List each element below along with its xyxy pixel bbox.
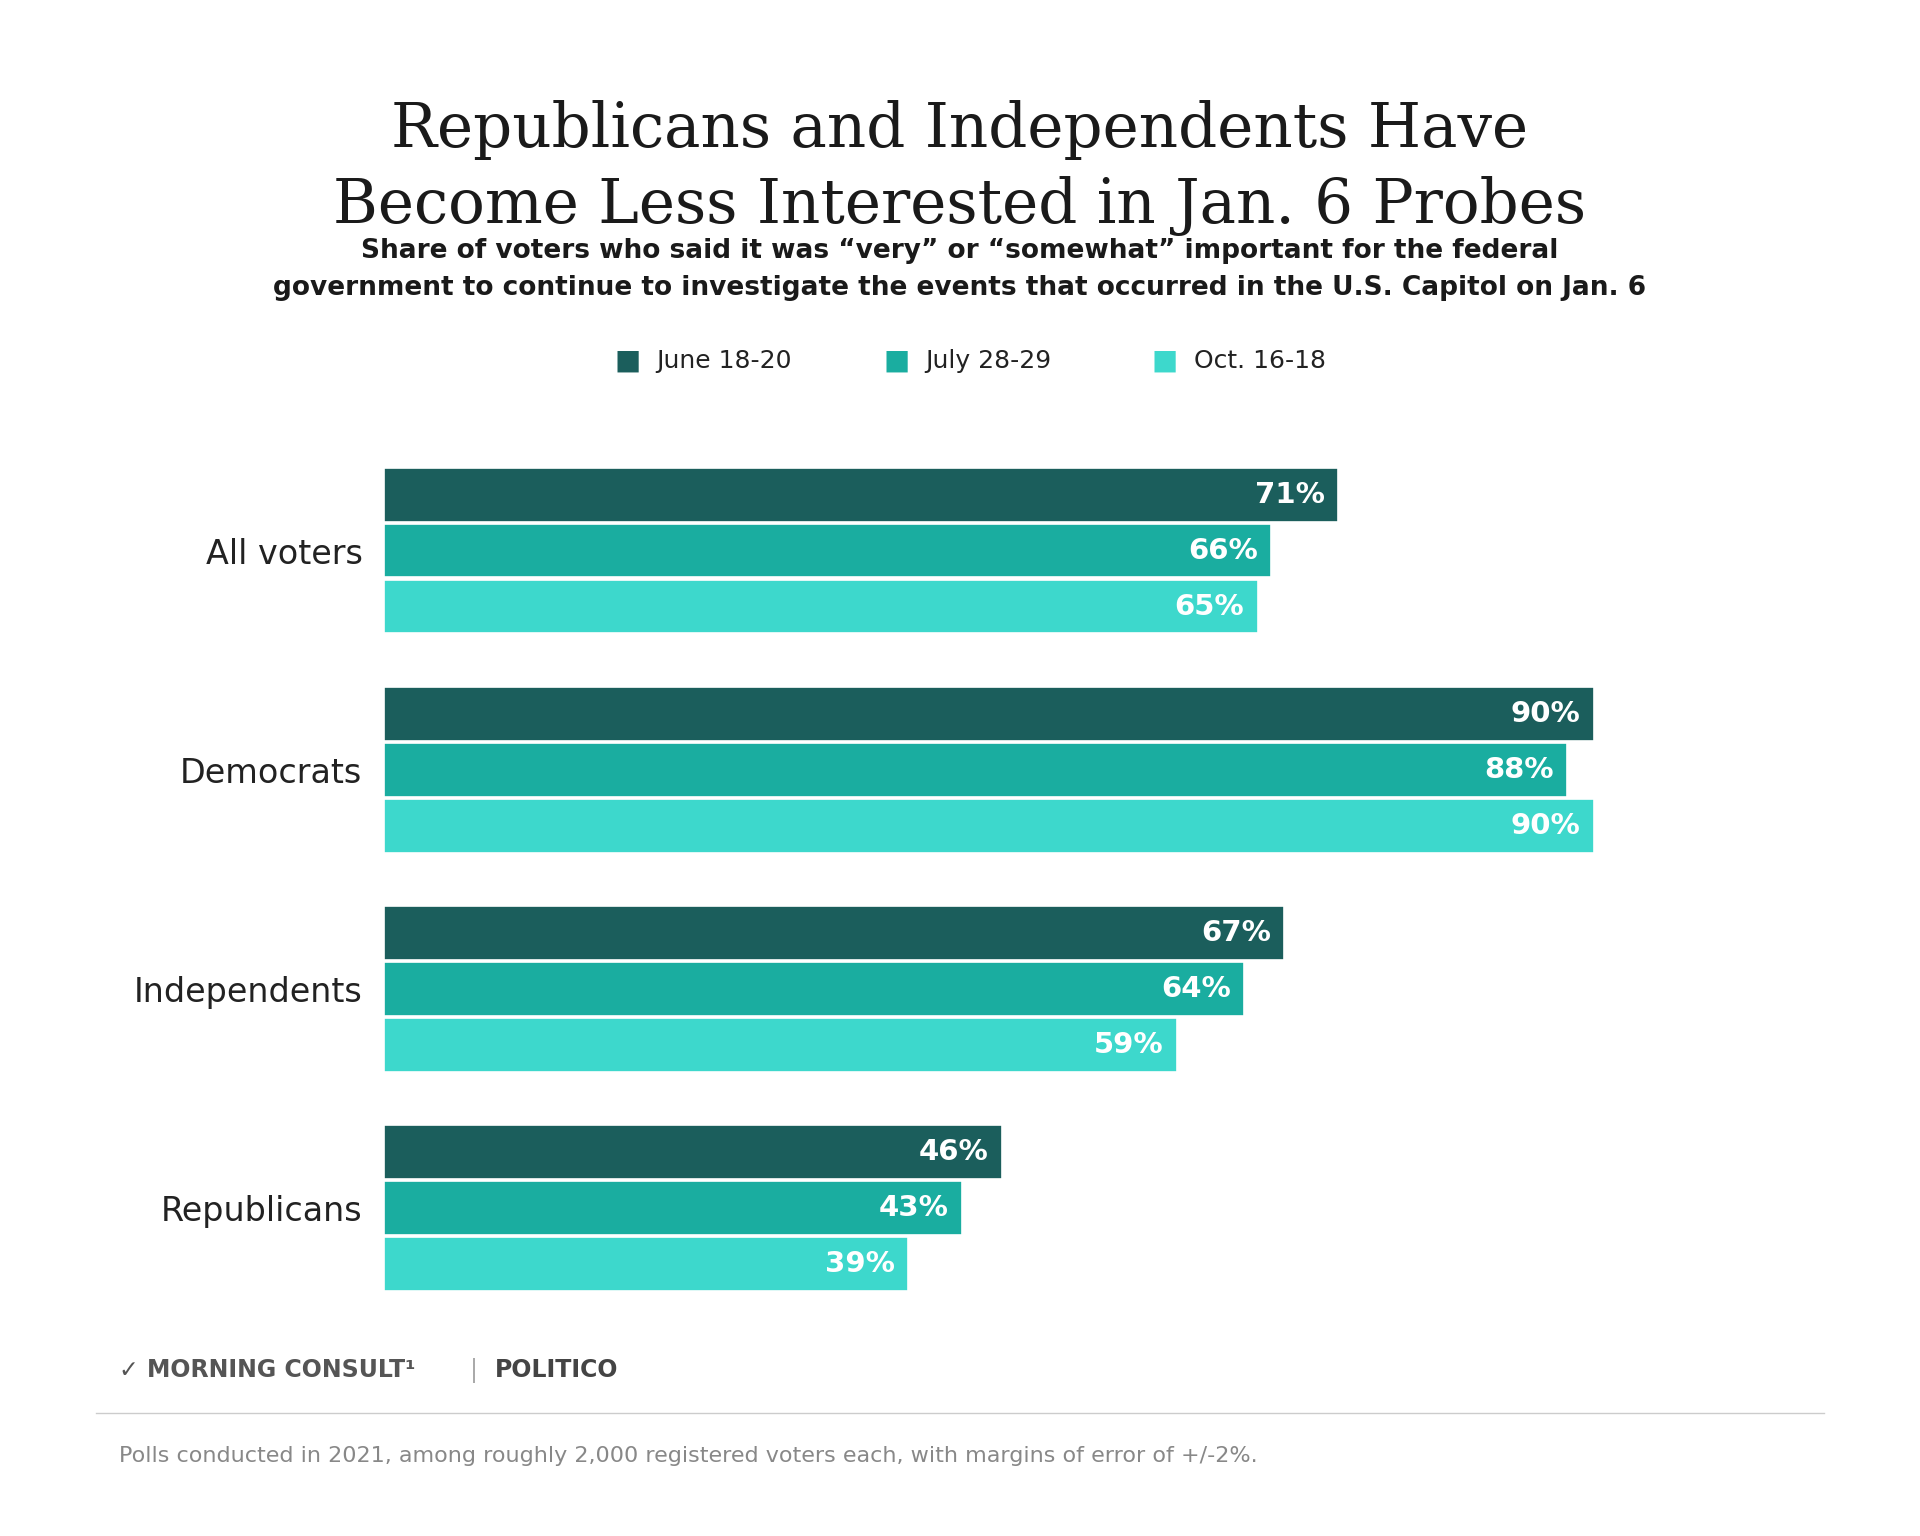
Bar [384,579,1258,633]
Text: ■: ■ [883,347,910,375]
Text: ✓ MORNING CONSULT¹: ✓ MORNING CONSULT¹ [119,1358,415,1382]
Text: 90%: 90% [1511,700,1580,728]
Bar [384,687,1594,740]
Text: 66%: 66% [1188,536,1258,565]
Text: 43%: 43% [879,1193,948,1223]
Bar [384,1126,1002,1180]
Text: 39%: 39% [826,1250,895,1278]
Text: July 28-29: July 28-29 [925,349,1052,373]
Text: June 18-20: June 18-20 [657,349,793,373]
Text: 71%: 71% [1256,481,1325,508]
Text: POLITICO: POLITICO [495,1358,618,1382]
Text: |: | [470,1358,478,1382]
Text: 67%: 67% [1202,919,1271,948]
Text: 88%: 88% [1484,756,1553,783]
Text: 59%: 59% [1094,1031,1164,1058]
Text: Republicans and Independents Have
Become Less Interested in Jan. 6 Probes: Republicans and Independents Have Become… [334,100,1586,237]
Text: Oct. 16-18: Oct. 16-18 [1194,349,1327,373]
Text: 46%: 46% [920,1138,989,1166]
Text: 64%: 64% [1162,975,1231,1003]
Bar [384,743,1567,797]
Bar [384,799,1594,852]
Bar [384,906,1284,960]
Text: 90%: 90% [1511,811,1580,840]
Bar [384,1236,908,1290]
Text: Share of voters who said it was “very” or “somewhat” important for the federal
g: Share of voters who said it was “very” o… [273,238,1647,301]
Bar [384,962,1244,1015]
Text: Polls conducted in 2021, among roughly 2,000 registered voters each, with margin: Polls conducted in 2021, among roughly 2… [119,1445,1258,1467]
Bar [384,1018,1177,1072]
Text: ■: ■ [614,347,641,375]
Text: 65%: 65% [1175,593,1244,621]
Text: ■: ■ [1152,347,1179,375]
Bar [384,524,1271,578]
Bar [384,468,1338,522]
Bar [384,1181,962,1235]
